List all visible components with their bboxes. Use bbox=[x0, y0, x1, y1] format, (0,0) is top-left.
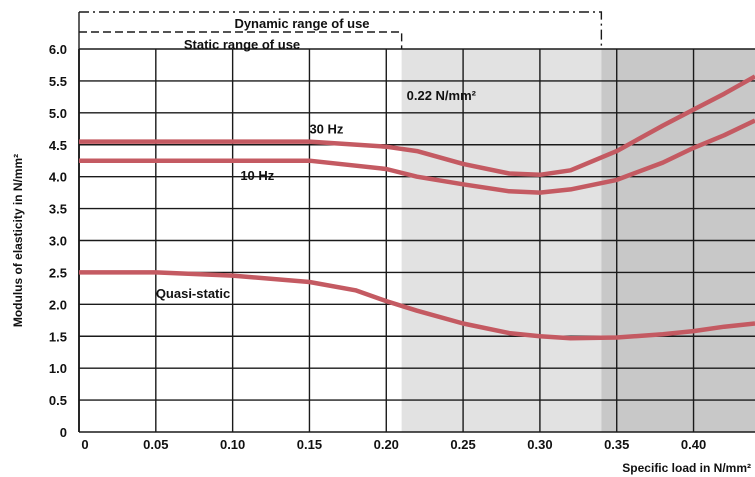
x-tick-label: 0.40 bbox=[681, 437, 706, 452]
series-label-30-hz: 30 Hz bbox=[309, 121, 343, 136]
series-label-10-hz: 10 Hz bbox=[240, 168, 274, 183]
y-tick-label: 5.0 bbox=[49, 106, 67, 121]
series-label-quasi-static: Quasi-static bbox=[156, 286, 230, 301]
x-tick-label: 0.30 bbox=[527, 437, 552, 452]
y-tick-label: 3.5 bbox=[49, 202, 67, 217]
x-axis-title: Specific load in N/mm² bbox=[622, 461, 751, 475]
y-tick-label: 3.0 bbox=[49, 234, 67, 249]
y-tick-label: 1.5 bbox=[49, 329, 67, 344]
dynamic-range-bracket bbox=[79, 11, 603, 49]
y-tick-label: 5.5 bbox=[49, 74, 67, 89]
chart-labels: 0 0.5 1.0 1.5 2.0 2.5 3.0 3.5 4.0 4.5 5.0 5.5 6.0 0 0.… bbox=[11, 42, 751, 475]
series-lines bbox=[79, 74, 755, 341]
y-tick-label: 6.0 bbox=[49, 42, 67, 57]
x-tick-label: 0.35 bbox=[604, 437, 629, 452]
dynamic-range-label: Dynamic range of use bbox=[234, 16, 369, 31]
y-tick-label: 4.0 bbox=[49, 170, 67, 185]
y-tick-label: 0 bbox=[60, 425, 67, 440]
series-line-quasi-static bbox=[79, 270, 755, 341]
y-tick-label: 2.0 bbox=[49, 297, 67, 312]
annotation-022: 0.22 N/mm² bbox=[407, 88, 477, 103]
series-line-10-hz bbox=[79, 118, 755, 195]
x-tick-label: 0.15 bbox=[297, 437, 322, 452]
x-tick-label: 0.25 bbox=[450, 437, 475, 452]
x-tick-label: 0.10 bbox=[220, 437, 245, 452]
y-tick-label: 0.5 bbox=[49, 393, 67, 408]
x-tick-label: 0 bbox=[81, 437, 88, 452]
range-brackets: Dynamic range of use Static range of use bbox=[78, 11, 603, 52]
y-tick-label: 2.5 bbox=[49, 265, 67, 280]
y-tick-label: 1.0 bbox=[49, 361, 67, 376]
x-tick-label: 0.05 bbox=[143, 437, 168, 452]
y-axis-title: Modulus of elasticity in N/mm² bbox=[11, 154, 25, 327]
static-range-label: Static range of use bbox=[184, 37, 300, 52]
series-line-30-hz bbox=[79, 74, 755, 178]
y-tick-label: 4.5 bbox=[49, 138, 67, 153]
x-tick-label: 0.20 bbox=[374, 437, 399, 452]
